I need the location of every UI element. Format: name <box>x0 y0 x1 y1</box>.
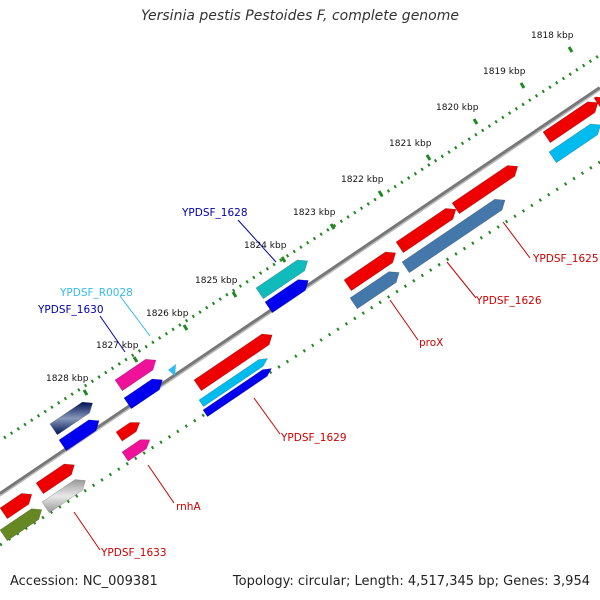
inner-dotted-ring <box>0 160 600 547</box>
gene-ypdsf-1629-fwd-arrow[interactable] <box>193 333 273 392</box>
label-ypdsf-r0028: YPDSF_R0028 <box>59 287 133 299</box>
trna-marker-icon[interactable] <box>168 364 176 376</box>
gene-blue-left-arrow[interactable] <box>58 419 100 452</box>
scale-ring <box>3 53 600 440</box>
scale-tick <box>472 118 479 125</box>
gene-ypdsf-1633-fwd-arrow[interactable] <box>35 463 75 495</box>
map-title: Yersinia pestis Pestoides F, complete ge… <box>141 8 459 24</box>
label-ypdsf-1630: YPDSF_1630 <box>37 304 104 316</box>
gene-olive-arrow[interactable] <box>0 508 43 542</box>
label-prox: proX <box>419 337 443 349</box>
scale-label: 1821 kbp <box>389 139 432 149</box>
scale-label: 1822 kbp <box>341 175 384 185</box>
gene-ypdsf-1628-arrow[interactable] <box>255 259 309 300</box>
gene-left-red-arrow[interactable] <box>0 493 33 520</box>
gene-ypdsf-1626-arrow[interactable] <box>401 198 506 274</box>
gene-ypdsf-r0028-arrow[interactable] <box>114 358 157 392</box>
scale-label: 1820 kbp <box>436 103 479 113</box>
label-ypdsf-1625: YPDSF_1625 <box>532 253 599 265</box>
scale-label: 1818 kbp <box>531 31 574 41</box>
gene-ypdsf-1628-blue-arrow[interactable] <box>264 279 309 314</box>
scale-tick <box>132 356 139 363</box>
scale-tick <box>82 389 89 396</box>
gene-edge-red-arrow[interactable] <box>593 96 600 109</box>
gene-gray-arrow[interactable] <box>41 479 86 514</box>
scale-tick <box>280 256 287 263</box>
scale-tick <box>329 223 336 230</box>
topology-text: Topology: circular; Length: 4,517,345 bp… <box>232 574 590 589</box>
scale-label: 1823 kbp <box>293 208 336 218</box>
scale-label: 1819 kbp <box>483 67 526 77</box>
gene-features <box>0 96 600 542</box>
label-ypdsf-1628: YPDSF_1628 <box>181 207 248 219</box>
scale-tick <box>182 324 189 331</box>
gene-navy-arrow[interactable] <box>49 401 93 436</box>
label-ypdsf-1629: YPDSF_1629 <box>280 432 347 444</box>
gene-ypdsf-1630-arrow[interactable] <box>123 378 163 410</box>
scale-tick <box>519 82 526 89</box>
scale-tick <box>425 154 432 161</box>
gene-ypdsf-1629-cyan-arrow[interactable] <box>198 358 269 408</box>
label-ypdsf-1633: YPDSF_1633 <box>100 547 167 559</box>
leader-lines <box>73 219 531 551</box>
gene-ypdsf-1629-blue-arrow[interactable] <box>202 368 273 418</box>
label-rnha: rnhA <box>176 501 201 513</box>
accession-text: Accession: NC_009381 <box>10 574 158 589</box>
gene-prox-arrow[interactable] <box>349 271 400 310</box>
gene-ypdsf-1625b-arrow[interactable] <box>395 208 457 254</box>
label-ypdsf-1626: YPDSF_1626 <box>475 295 542 307</box>
scale-label: 1828 kbp <box>46 374 89 384</box>
gene-ypdsf-1625-fwd-arrow[interactable] <box>451 165 519 215</box>
scale-labels: 1818 kbp 1819 kbp 1820 kbp 1821 kbp 1822 kbp… <box>46 31 574 396</box>
gene-ypdsf-1624-arrow[interactable] <box>542 101 599 144</box>
gene-cyan-right-arrow[interactable] <box>548 123 600 164</box>
scale-tick <box>377 190 384 197</box>
scale-tick <box>567 46 574 53</box>
scale-label: 1825 kbp <box>195 276 238 286</box>
scale-label: 1827 kbp <box>96 341 139 351</box>
gene-rnha-arrow[interactable] <box>121 439 151 462</box>
scale-label: 1824 kbp <box>244 241 287 251</box>
gene-rnha-fwd-arrow[interactable] <box>115 422 141 442</box>
scale-tick <box>231 291 238 298</box>
gene-prox-fwd-arrow[interactable] <box>343 251 397 292</box>
scale-label: 1826 kbp <box>146 309 189 319</box>
